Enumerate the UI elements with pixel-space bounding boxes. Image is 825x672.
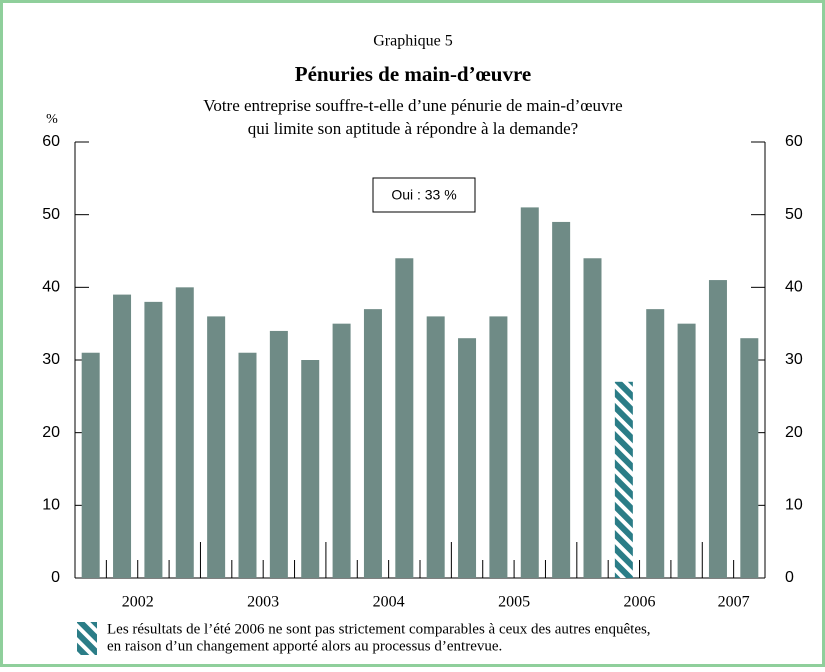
x-group-label: 2002 — [122, 594, 154, 611]
y2-tick-label: 0 — [785, 569, 794, 586]
y2-tick-label: 30 — [785, 351, 803, 368]
x-group-label: 2006 — [624, 594, 656, 611]
bar — [113, 294, 132, 578]
y-tick-label: 60 — [42, 133, 60, 150]
note: Les résultats de l’été 2006 ne sont pas … — [107, 621, 651, 637]
annotation: Oui : 33 % — [391, 187, 456, 203]
y-tick-label: 20 — [42, 424, 60, 441]
bar — [740, 338, 759, 578]
x-group-label: 2004 — [373, 594, 405, 611]
x-group-label: 2007 — [718, 594, 750, 611]
bar — [489, 316, 508, 578]
bar — [426, 316, 445, 578]
bar — [677, 323, 696, 578]
annotation-box — [372, 177, 476, 213]
x-group-label: 2003 — [247, 594, 279, 611]
subtitle: qui limite son aptitude à répondre à la … — [248, 119, 578, 138]
y2-tick-label: 10 — [785, 497, 803, 514]
bar — [363, 309, 382, 578]
bar — [583, 258, 602, 578]
bar — [207, 316, 226, 578]
chart-header: Graphique 5 — [373, 33, 453, 50]
y2-tick-label: 20 — [785, 424, 803, 441]
bar — [708, 280, 727, 578]
y-tick-label: 50 — [42, 206, 60, 223]
y2-tick-label: 40 — [785, 279, 803, 296]
y2-tick-label: 50 — [785, 206, 803, 223]
bar — [520, 207, 539, 578]
y-tick-label: 40 — [42, 279, 60, 296]
note: en raison d’un changement apporté alors … — [107, 638, 502, 654]
bar — [332, 323, 351, 578]
legend-swatch — [77, 622, 97, 655]
y2-tick-label: 60 — [785, 133, 803, 150]
bar — [81, 352, 100, 578]
y-axis-label: % — [46, 112, 58, 127]
bar — [144, 301, 163, 578]
y-tick-label: 0 — [51, 569, 60, 586]
chart-title: Pénuries de main-d’œuvre — [295, 62, 531, 86]
bar — [269, 330, 288, 578]
bar — [395, 258, 414, 578]
y-tick-label: 30 — [42, 351, 60, 368]
subtitle: Votre entreprise souffre-t-elle d’une pé… — [203, 96, 622, 115]
bar — [238, 352, 257, 578]
bar — [552, 221, 571, 578]
bar — [301, 360, 320, 578]
bar — [175, 287, 194, 578]
bar — [646, 309, 665, 578]
bar — [614, 381, 633, 578]
y-tick-label: 10 — [42, 497, 60, 514]
x-group-label: 2005 — [498, 594, 530, 611]
bar — [458, 338, 477, 578]
